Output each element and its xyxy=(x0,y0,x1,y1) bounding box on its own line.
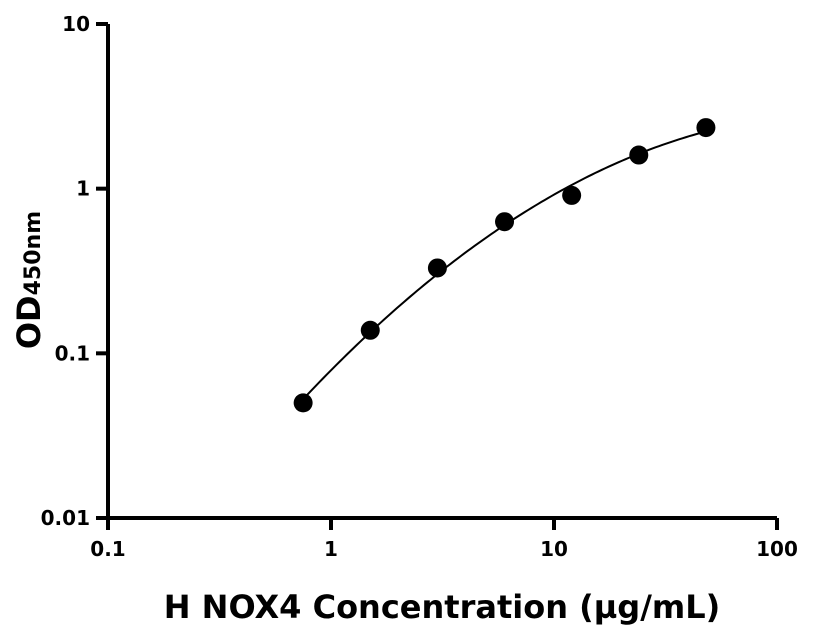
data-points-layer xyxy=(293,118,716,413)
x-axis-title: H NOX4 Concentration (µg/mL) xyxy=(164,588,721,626)
y-tick-label: 1 xyxy=(76,177,90,201)
x-tick-label: 1 xyxy=(324,537,338,561)
data-point xyxy=(562,185,582,205)
x-tick-label: 0.1 xyxy=(90,537,125,561)
fit-curve-layer xyxy=(302,130,707,400)
y-tick-label: 0.01 xyxy=(41,506,90,530)
data-point xyxy=(360,320,380,340)
y-axis-title-main: OD xyxy=(10,295,48,349)
data-point xyxy=(495,212,515,232)
data-point xyxy=(696,118,716,138)
y-axis-title: OD450nm xyxy=(10,211,48,349)
x-tick-label: 100 xyxy=(756,537,798,561)
data-point xyxy=(293,393,313,413)
x-tick-label: 10 xyxy=(540,537,568,561)
y-tick-label: 0.1 xyxy=(55,341,90,365)
y-tick-label: 10 xyxy=(62,12,90,36)
data-point xyxy=(427,258,447,278)
fit-curve xyxy=(302,130,707,400)
y-axis-title-sub: 450nm xyxy=(21,211,46,296)
data-point xyxy=(629,145,649,165)
